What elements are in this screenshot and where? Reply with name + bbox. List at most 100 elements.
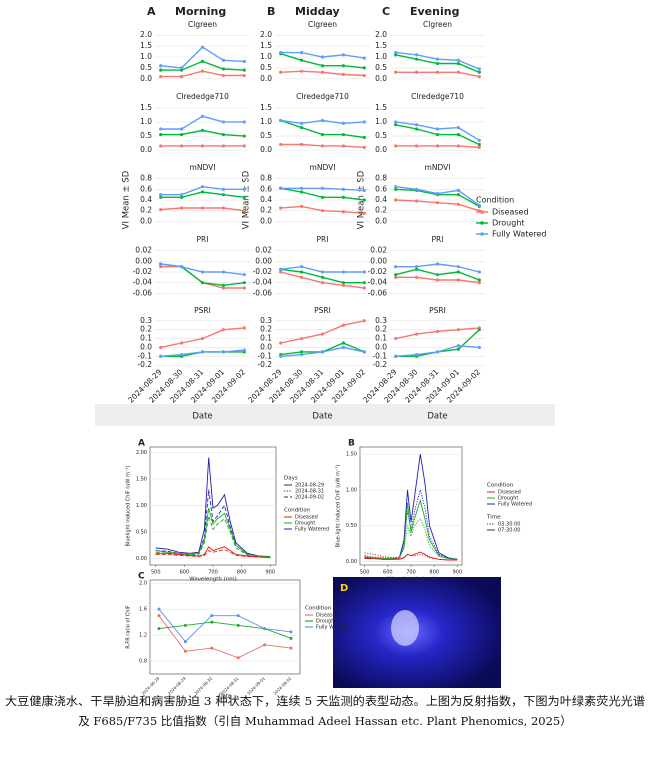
series-line <box>155 549 271 559</box>
legend-title: Condition <box>476 196 514 205</box>
data-point <box>394 336 398 341</box>
series-line <box>364 498 458 560</box>
data-point <box>435 61 440 66</box>
y-tick-label: 0.5 <box>375 131 387 140</box>
data-point <box>221 58 225 62</box>
y-tick-label: -0.1 <box>257 351 272 360</box>
data-point <box>180 75 184 79</box>
y-tick-label: -0.04 <box>133 278 153 287</box>
y-tick-label: 1.0 <box>260 52 272 61</box>
data-point <box>242 59 246 63</box>
data-point <box>279 51 283 55</box>
y-tick-label: -0.04 <box>253 278 273 287</box>
y-tick-label: -0.02 <box>253 267 273 276</box>
y-tick-label: 1.5 <box>375 103 387 112</box>
data-point <box>157 627 161 631</box>
data-point <box>242 195 246 199</box>
data-point <box>180 133 184 137</box>
data-point <box>435 329 440 334</box>
y-tick-label: 0.5 <box>260 63 272 72</box>
data-point <box>300 336 304 341</box>
data-point <box>362 56 366 60</box>
data-point <box>279 341 283 345</box>
legend-label: Fully Watered <box>316 625 350 631</box>
data-point <box>341 195 345 199</box>
x-tick-label: 500 <box>360 570 370 576</box>
data-point <box>300 275 304 279</box>
data-point <box>221 187 225 191</box>
y-tick-label: 0.1 <box>260 334 272 343</box>
data-point <box>362 350 366 354</box>
data-point <box>320 64 325 68</box>
data-point <box>210 620 214 624</box>
legend-label: Drought <box>492 219 525 228</box>
data-point <box>242 273 246 277</box>
data-point <box>477 67 481 71</box>
data-point <box>300 190 304 194</box>
data-point <box>415 187 419 191</box>
y-tick-label: 0.02 <box>370 246 387 255</box>
data-point <box>320 350 325 354</box>
data-point <box>435 273 440 277</box>
series-line <box>280 271 365 289</box>
y-tick-label: 0.4 <box>260 195 272 204</box>
x-tick-label: 2024-08-30 <box>193 676 213 696</box>
y-tick-label: 1.5 <box>140 41 152 50</box>
series-line <box>280 320 365 344</box>
x-tick-label: 2024-08-29 <box>140 676 160 696</box>
data-point <box>242 134 246 138</box>
y-tick-label: -0.1 <box>372 351 387 360</box>
data-point <box>415 144 419 148</box>
data-point <box>341 210 345 214</box>
y-tick-label: -0.06 <box>133 288 153 297</box>
data-point <box>394 275 398 279</box>
x-tick-label: 500 <box>151 570 161 576</box>
data-point <box>200 350 205 354</box>
y-tick-label: 2.0 <box>140 30 152 39</box>
panel-letter: A <box>147 5 156 18</box>
y-tick-label: 1.5 <box>260 41 272 50</box>
y-tick-label: -0.02 <box>133 267 153 276</box>
y-tick-label: 0.2 <box>260 325 272 334</box>
y-tick-label: -0.02 <box>368 267 388 276</box>
photo-letter: D <box>340 583 348 594</box>
data-point <box>221 206 225 210</box>
x-tick-label: 800 <box>429 570 439 576</box>
data-point <box>362 66 366 70</box>
data-point <box>456 270 460 274</box>
data-point <box>242 348 246 352</box>
data-point <box>236 656 240 660</box>
y-tick-label: 0.0 <box>140 145 152 154</box>
y-tick-label: 0.0 <box>260 216 272 225</box>
legend-title: Days <box>284 476 298 482</box>
data-point <box>279 142 283 147</box>
y-tick-label: 1.5 <box>140 103 152 112</box>
y-tick-label: 0.2 <box>140 325 152 334</box>
data-point <box>394 187 398 191</box>
y-tick-label: 0.02 <box>135 246 152 255</box>
data-point <box>242 286 246 290</box>
data-point <box>200 144 205 148</box>
legend-label: 2024-08-29 <box>295 483 324 489</box>
series-line <box>155 546 271 559</box>
panel-letter: B <box>267 5 275 18</box>
y-tick-label: 0.5 <box>260 131 272 140</box>
data-point <box>435 57 440 61</box>
data-point <box>415 57 419 61</box>
data-point <box>200 185 205 189</box>
legend-label: Diseased <box>316 613 339 619</box>
data-point <box>200 190 205 194</box>
data-point <box>341 64 345 68</box>
y-tick-label: 0.1 <box>375 334 387 343</box>
data-point <box>394 185 398 189</box>
data-point <box>159 345 163 350</box>
y-tick-label: 0.1 <box>140 334 152 343</box>
data-point <box>180 265 184 269</box>
y-tick-label: 1.50 <box>136 476 147 482</box>
data-point <box>183 623 187 627</box>
series-line <box>158 621 292 639</box>
chart-title: Clgreen <box>308 20 337 29</box>
caption-line: 大豆健康浇水、干旱胁迫和病害胁迫 3 种状态下，连续 5 天监测的表型动态。上图… <box>5 694 646 708</box>
data-point <box>477 345 481 350</box>
